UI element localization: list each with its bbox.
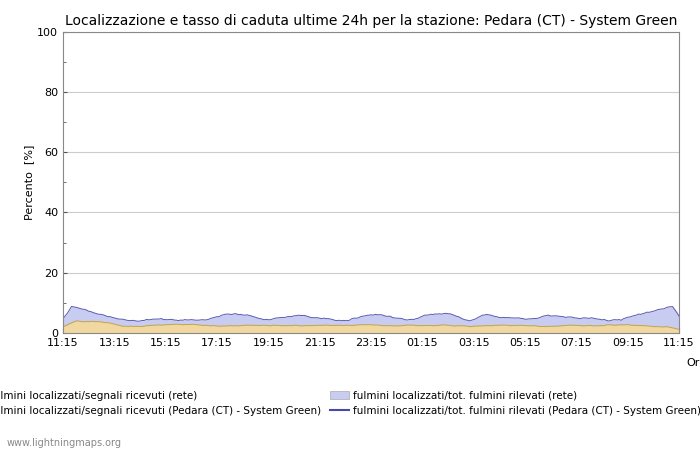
Legend: fulmini localizzati/segnali ricevuti (rete), fulmini localizzati/segnali ricevut: fulmini localizzati/segnali ricevuti (re… <box>0 387 700 420</box>
Text: www.lightningmaps.org: www.lightningmaps.org <box>7 438 122 448</box>
Text: Orario: Orario <box>686 358 700 368</box>
Title: Localizzazione e tasso di caduta ultime 24h per la stazione: Pedara (CT) - Syste: Localizzazione e tasso di caduta ultime … <box>65 14 677 27</box>
Y-axis label: Percento  [%]: Percento [%] <box>25 144 34 220</box>
